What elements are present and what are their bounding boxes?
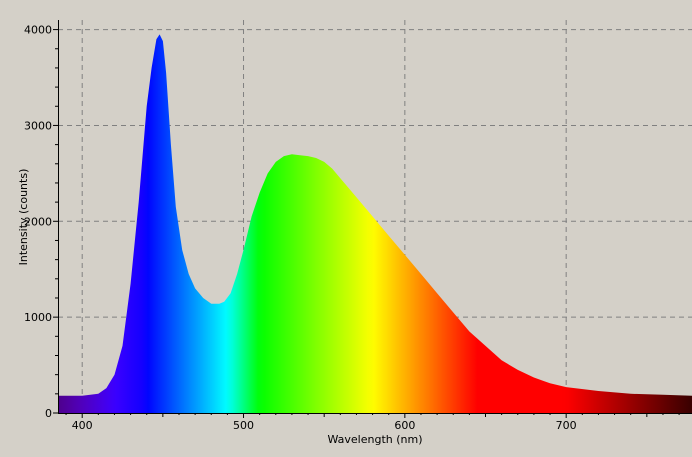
x-tick-label: 400 bbox=[72, 419, 93, 432]
x-axis-label: Wavelength (nm) bbox=[327, 433, 422, 446]
y-tick-label: 3000 bbox=[24, 119, 52, 132]
tick-labels: 400 500 600 700 0 1000 2000 3000 4000 bbox=[24, 24, 577, 432]
x-tick-label: 700 bbox=[556, 419, 577, 432]
spectrum-area bbox=[58, 34, 692, 414]
y-axis-label: Intensity (counts) bbox=[17, 169, 30, 266]
y-tick-label: 4000 bbox=[24, 24, 52, 37]
series-area bbox=[58, 34, 692, 414]
y-tick-label: 1000 bbox=[24, 311, 52, 324]
y-tick-label: 0 bbox=[45, 407, 52, 420]
x-tick-label: 600 bbox=[394, 419, 415, 432]
y-tick-label: 2000 bbox=[24, 215, 52, 228]
axes bbox=[53, 20, 692, 418]
x-tick-label: 500 bbox=[233, 419, 254, 432]
